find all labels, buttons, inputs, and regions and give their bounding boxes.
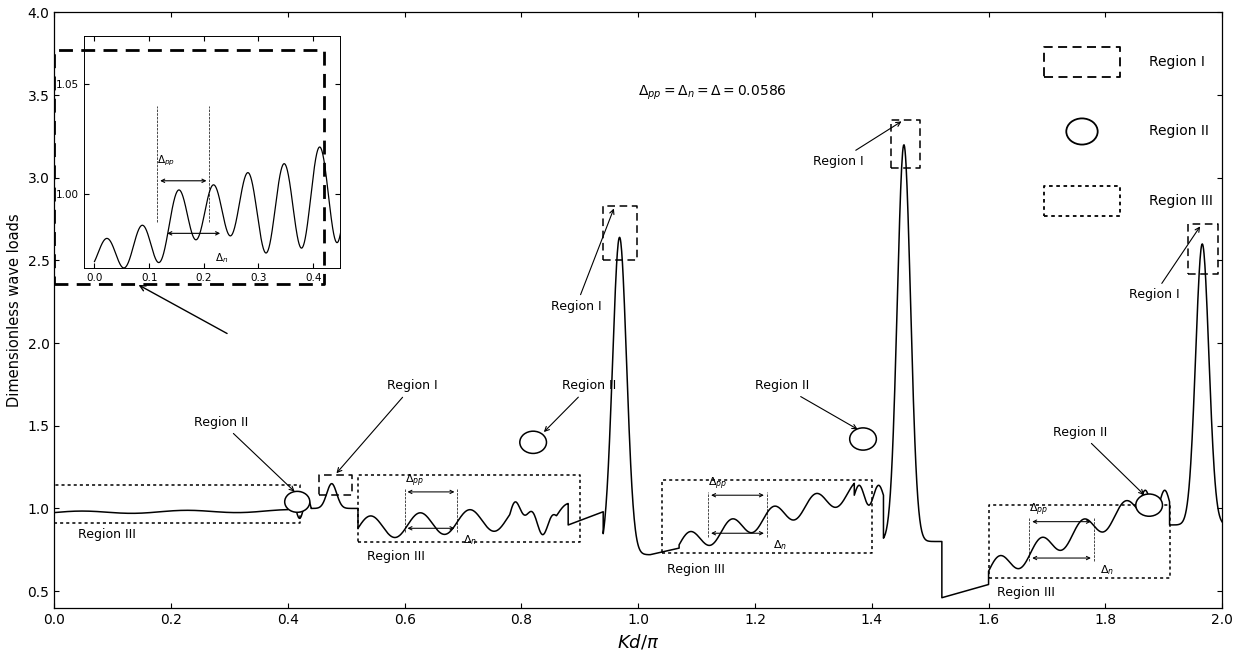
Text: Region II: Region II [1149, 124, 1209, 138]
Text: Region I: Region I [813, 122, 900, 168]
Ellipse shape [1066, 118, 1097, 145]
Text: $\Delta_n$: $\Delta_n$ [1100, 563, 1114, 577]
Text: Region I: Region I [337, 380, 438, 472]
X-axis label: $Kd/\pi$: $Kd/\pi$ [618, 632, 660, 651]
Text: Region III: Region III [78, 528, 135, 541]
Ellipse shape [520, 431, 547, 453]
Text: Region II: Region II [195, 416, 294, 491]
Text: Region II: Region II [755, 380, 857, 429]
Text: Region I: Region I [1128, 228, 1199, 301]
Text: $\Delta_{pp}$: $\Delta_{pp}$ [404, 472, 424, 489]
Text: $\Delta_n$: $\Delta_n$ [773, 538, 786, 552]
Text: Region III: Region III [997, 586, 1055, 599]
Ellipse shape [849, 428, 877, 450]
Text: Region III: Region III [1149, 194, 1213, 208]
Text: $\Delta_n$: $\Delta_n$ [463, 533, 477, 547]
Text: $\Delta_{pp}$: $\Delta_{pp}$ [708, 476, 728, 492]
Text: Region II: Region II [544, 380, 616, 431]
Text: $\Delta_{pp} = \Delta_n = \Delta = 0.0586$: $\Delta_{pp} = \Delta_n = \Delta = 0.058… [639, 83, 787, 101]
Ellipse shape [285, 492, 310, 513]
Text: Region III: Region III [667, 563, 725, 576]
Text: Region I: Region I [551, 210, 614, 313]
Text: Region I: Region I [1149, 55, 1205, 69]
Text: Region III: Region III [367, 549, 424, 563]
Y-axis label: Dimensionless wave loads: Dimensionless wave loads [7, 213, 22, 407]
Text: Region II: Region II [1053, 426, 1143, 494]
Ellipse shape [1136, 494, 1162, 517]
Text: $\Delta_{pp}$: $\Delta_{pp}$ [1029, 502, 1049, 519]
